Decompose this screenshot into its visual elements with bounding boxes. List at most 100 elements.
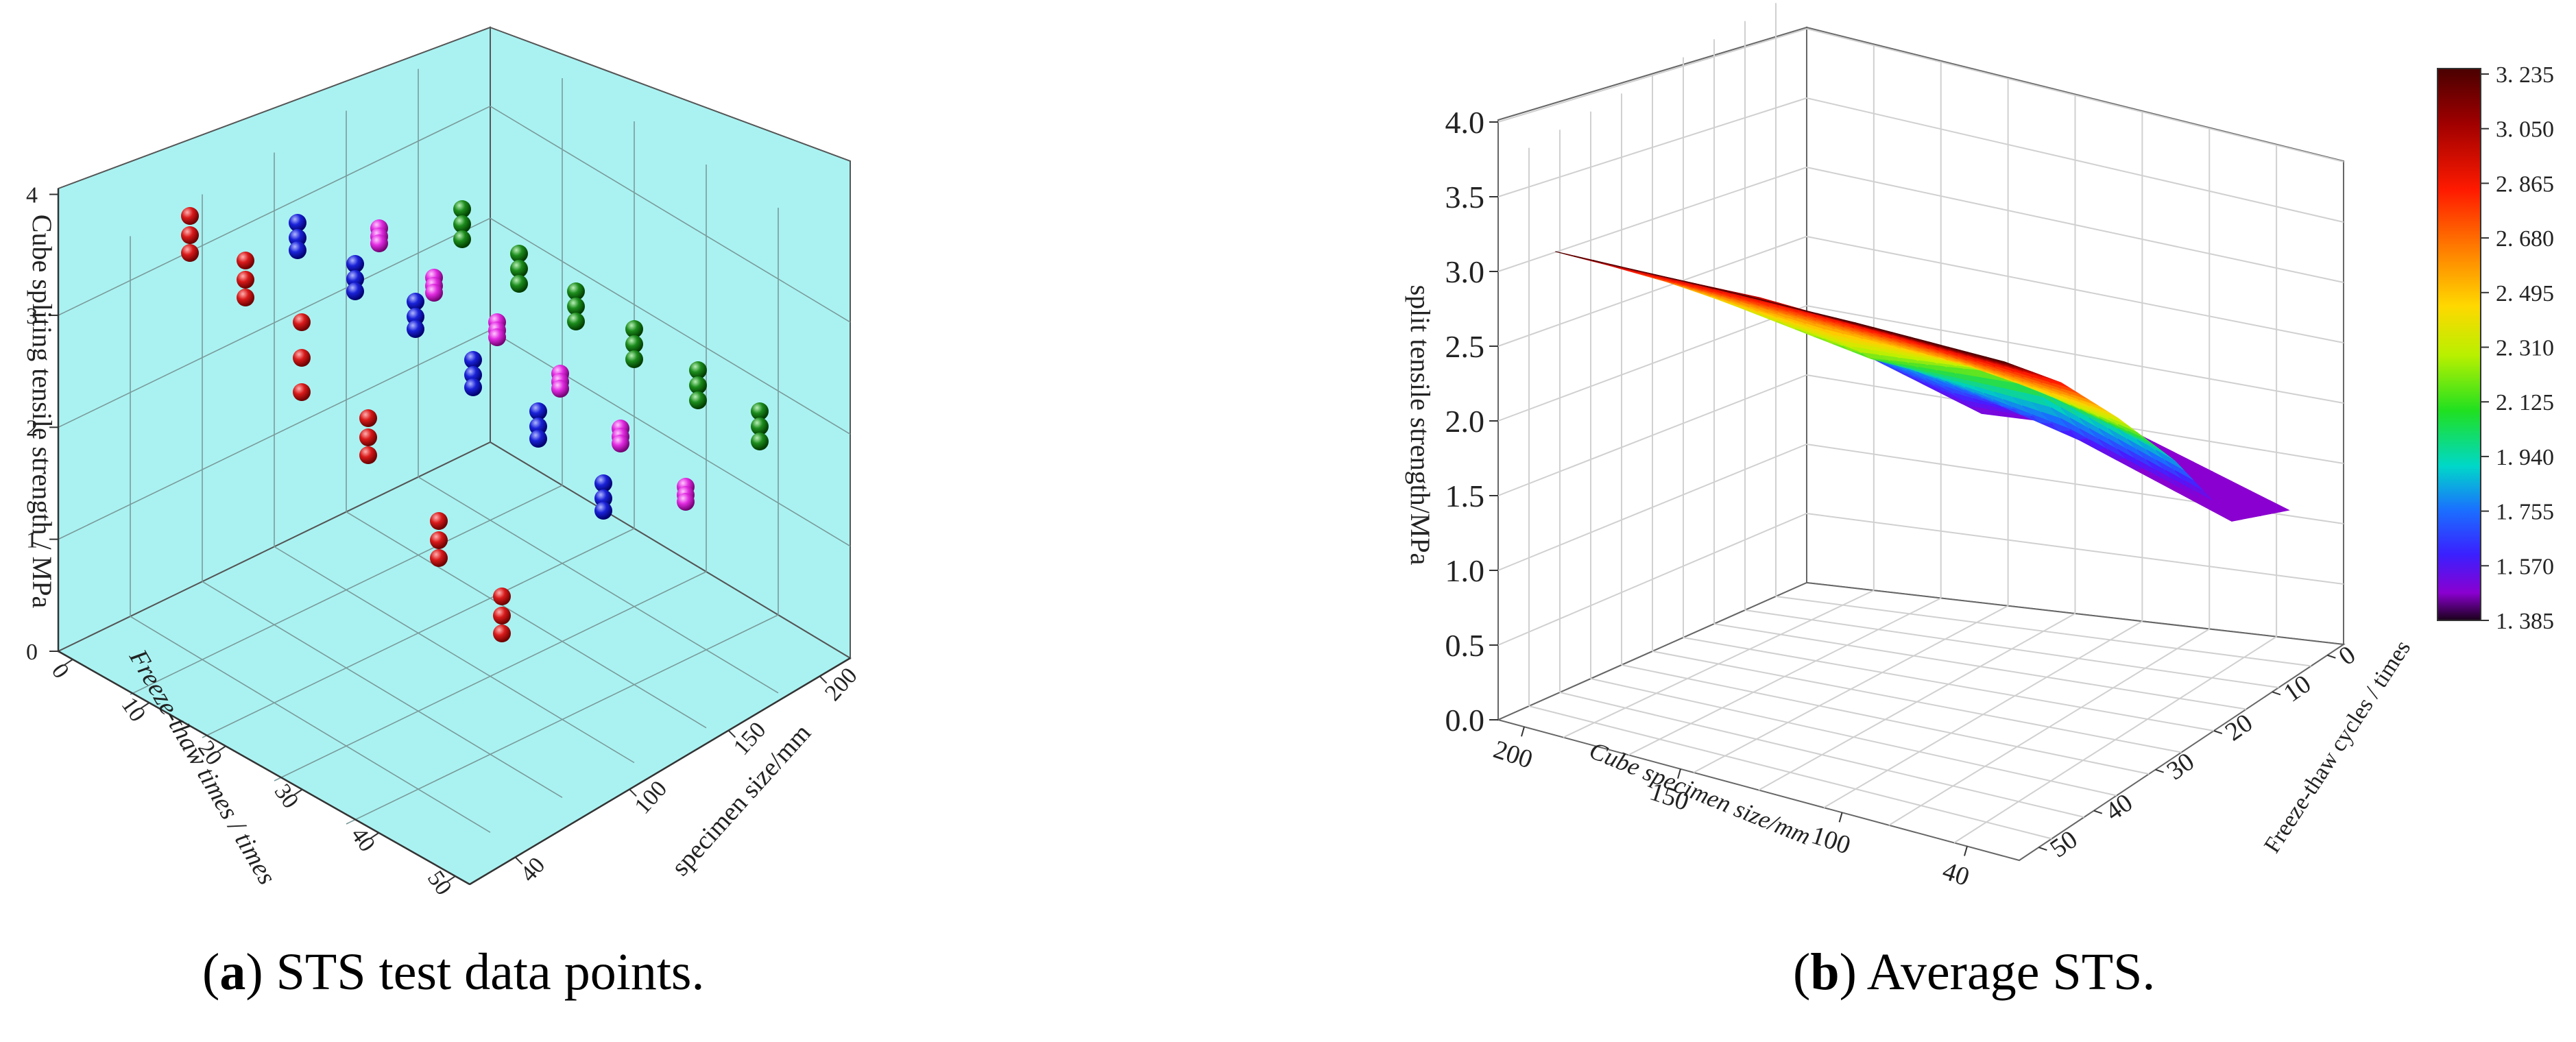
chart-a-y-tick-mark [293, 788, 303, 796]
chart-a-point [293, 349, 311, 367]
chart-a-point [289, 229, 306, 247]
chart-a-point [529, 430, 547, 448]
chart-a-z-axis-label: Cube spliting tensile strength / MPa [27, 215, 58, 609]
chart-a-point [346, 255, 364, 273]
caption-a: (a) STS test data points. [202, 943, 705, 1001]
chart-a-point [510, 245, 528, 263]
chart-a-gridline [274, 546, 635, 764]
chart-a-point [430, 531, 448, 549]
chart-b-colorbar-tick-label: 1. 570 [2496, 554, 2554, 579]
chart-b-z-tick-label: 3.5 [1445, 180, 1485, 215]
chart-a-x-tick-mark [819, 675, 828, 684]
chart-a-z-tick-label: 0 [26, 640, 38, 665]
chart-b-x-tick-mark [1677, 768, 1681, 779]
chart-b-z-tick-label: 0.0 [1445, 703, 1485, 738]
chart-a-point [594, 502, 612, 520]
chart-a-point [407, 320, 424, 338]
chart-a-point [493, 607, 511, 625]
chart-a-point [453, 215, 471, 233]
chart-a-y-axis [58, 650, 470, 886]
chart-a-point [488, 328, 506, 346]
chart-b-y-tick-label: 0 [2333, 640, 2361, 671]
chart-b-colorbar-tick-label: 3. 235 [2496, 62, 2554, 88]
chart-b-z-tick-label: 1.0 [1445, 553, 1485, 588]
chart-a-point [594, 474, 612, 492]
chart-a-y-tick-mark [370, 832, 379, 839]
caption-b-letter: b [1810, 943, 1840, 1001]
chart-b-x-tick-mark [1964, 846, 1968, 856]
chart-a-gridline [58, 106, 491, 316]
chart-b-colorbar-tick-label: 2. 495 [2496, 281, 2554, 306]
chart-a-point [567, 313, 585, 330]
caption-b: (b) Average STS. [1793, 943, 2156, 1001]
chart-a-point [181, 244, 199, 262]
chart-a-point [181, 207, 199, 225]
chart-a-point [293, 383, 311, 401]
chart-a-point [425, 284, 443, 302]
chart-b-surface: 0.00.51.01.52.02.53.03.54.02001501004001… [1405, 3, 2554, 892]
chart-a-point [430, 512, 448, 530]
chart-a-point [529, 402, 547, 420]
chart-b-y-tick-mark [2038, 847, 2047, 851]
chart-a-gridline [202, 581, 563, 799]
chart-b-colorbar-tick-label: 2. 680 [2496, 226, 2554, 252]
chart-a-gridlines [58, 69, 851, 833]
chart-b-z-tick-label: 2.5 [1445, 329, 1485, 364]
chart-a-point [346, 270, 364, 288]
chart-a-point [751, 433, 769, 450]
chart-a-point [594, 489, 612, 507]
chart-a-gridline [130, 485, 563, 695]
chart-a-x-tick-mark [629, 788, 637, 797]
chart-a-x-tick-label: 40 [516, 853, 550, 887]
caption-a-letter: a [219, 943, 246, 1001]
chart-a-point [289, 214, 306, 232]
chart-b-x-tick-mark [1838, 812, 1843, 823]
chart-b-x-tick-mark [1521, 726, 1525, 737]
chart-a-z-tick-label: 1 [26, 528, 38, 553]
chart-b-colorbar-tick-label: 2. 310 [2496, 336, 2554, 361]
chart-b-gridline [1652, 651, 2182, 753]
chart-b-z-tick-label: 2.0 [1445, 404, 1485, 439]
chart-b-colorbar-tick-label: 3. 050 [2496, 117, 2554, 143]
chart-a-point [510, 275, 528, 293]
chart-b-z-tick-label: 1.5 [1445, 478, 1485, 513]
chart-b-y-tick-mark [2327, 654, 2336, 659]
chart-b-gridline [1775, 596, 2311, 667]
chart-a-y-tick-label: 0 [47, 659, 74, 683]
chart-a-gridline [274, 571, 707, 782]
chart-b-z-tick-label: 0.5 [1445, 628, 1485, 663]
chart-a-gridline [346, 511, 707, 729]
chart-a-point [293, 313, 311, 331]
chart-a-points [181, 200, 769, 642]
chart-a-point [567, 282, 585, 300]
chart-a-point [689, 391, 707, 409]
chart-a-gridline [58, 329, 491, 540]
chart-a-point [346, 282, 364, 300]
caption-a-text: ) STS test data points. [245, 943, 705, 1001]
chart-a-z-tick-label: 3 [26, 304, 38, 329]
chart-a-point [181, 226, 199, 244]
chart-a-y-tick-mark [446, 875, 456, 882]
chart-a-point [529, 417, 547, 435]
chart-a-point [453, 200, 471, 218]
chart-a-y-tick-mark [141, 702, 150, 709]
chart-a-z-tick-label: 2 [26, 415, 38, 441]
chart-b-gridline [1713, 623, 2247, 710]
chart-a-gridline [346, 614, 779, 825]
chart-a-point [625, 335, 643, 353]
chart-a-point [237, 252, 254, 269]
chart-b-colorbar-tick-label: 2. 125 [2496, 390, 2554, 415]
chart-b-x-tick-label: 40 [1939, 856, 1973, 892]
chart-b-gridline [1559, 692, 2084, 818]
chart-a-point [689, 361, 707, 379]
chart-a-point [625, 350, 643, 368]
chart-b-gridline [1744, 609, 2279, 688]
chart-a-point [430, 549, 448, 567]
chart-b-y-tick-mark [2213, 730, 2223, 734]
chart-a-point [359, 409, 377, 427]
chart-a-point [567, 298, 585, 315]
chart-a-axis-lines [57, 189, 851, 886]
chart-a-gridline [490, 329, 851, 547]
chart-a-x-tick-mark [727, 729, 736, 738]
